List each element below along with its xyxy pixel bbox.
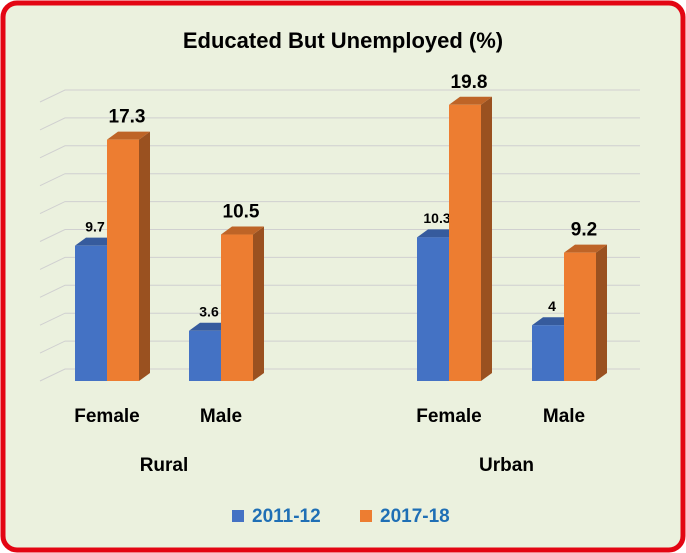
bar-front xyxy=(449,104,481,381)
value-label: 9.7 xyxy=(85,218,105,234)
legend-label: 2017-18 xyxy=(380,506,450,527)
group-label: Rural xyxy=(140,455,189,476)
bar-front xyxy=(75,245,107,381)
x-tick-label: Female xyxy=(74,406,139,427)
bar xyxy=(107,131,150,381)
bar-top xyxy=(107,131,150,140)
bar xyxy=(449,96,492,381)
legend-swatch xyxy=(360,510,372,522)
value-label: 19.8 xyxy=(451,72,488,93)
bar xyxy=(564,244,607,381)
bar-side xyxy=(253,226,264,381)
bar-top xyxy=(221,226,264,235)
bar-front xyxy=(189,330,221,381)
bar-side xyxy=(596,244,607,381)
grid-line xyxy=(39,173,640,187)
value-label: 9.2 xyxy=(571,220,597,241)
bar-top xyxy=(564,244,607,253)
grid-line xyxy=(39,145,640,159)
grid-line xyxy=(39,89,640,103)
bar-front xyxy=(532,325,564,381)
value-label: 17.3 xyxy=(109,107,146,128)
value-label: 10.5 xyxy=(223,202,260,223)
x-tick-label: Male xyxy=(200,406,242,427)
bar-front xyxy=(417,237,449,381)
bar-side xyxy=(481,96,492,381)
x-tick-label: Male xyxy=(543,406,585,427)
legend-label: 2011-12 xyxy=(252,506,321,527)
value-label: 3.6 xyxy=(199,303,219,319)
bar-front xyxy=(564,252,596,381)
group-label: Urban xyxy=(479,455,534,476)
bar-front xyxy=(107,139,139,381)
grid-line xyxy=(39,201,640,215)
bar-front xyxy=(221,234,253,381)
x-tick-label: Female xyxy=(416,406,481,427)
value-label: 10.3 xyxy=(423,210,450,226)
chart-title: Educated But Unemployed (%) xyxy=(183,28,503,53)
bar xyxy=(221,226,264,381)
value-label: 4 xyxy=(548,298,556,314)
grid-line xyxy=(39,117,640,131)
bar-side xyxy=(139,131,150,381)
legend-swatch xyxy=(232,510,244,522)
bar-top xyxy=(449,96,492,105)
